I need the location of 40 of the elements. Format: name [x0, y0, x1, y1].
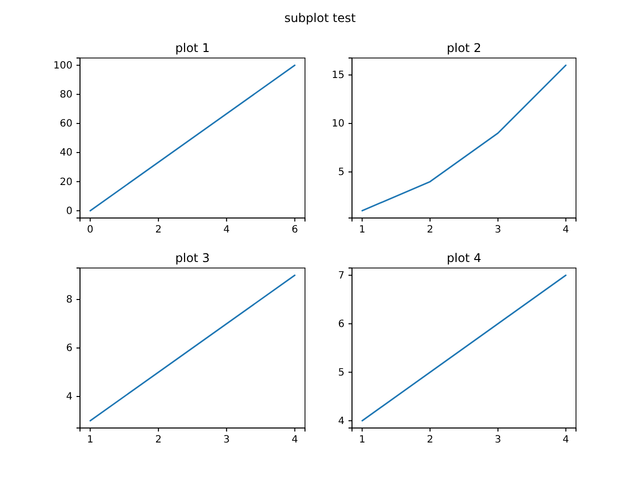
x-tick-label: 3 [223, 434, 230, 446]
y-tick-label: 100 [53, 60, 72, 72]
chart-title: plot 3 [175, 251, 210, 265]
y-tick-label: 0 [66, 206, 72, 217]
x-tick-label: 4 [562, 224, 570, 236]
x-tick-label: 1 [358, 434, 366, 446]
x-tick-label: 2 [155, 434, 162, 446]
y-tick-label: 80 [60, 90, 72, 101]
y-tick-label: 60 [60, 118, 72, 130]
y-tick-label: 4 [338, 416, 344, 427]
y-tick-label: 4 [66, 392, 72, 403]
y-tick-label: 8 [66, 294, 72, 306]
line-series [89, 274, 296, 422]
x-tick-label: 1 [358, 224, 366, 236]
x-tick-label: 4 [223, 224, 230, 236]
y-tick-label: 6 [66, 343, 72, 354]
y-tick-label: 7 [338, 270, 344, 282]
y-tick-label: 10 [332, 118, 344, 130]
x-tick-label: 0 [87, 224, 94, 236]
x-tick-label: 3 [494, 224, 502, 236]
chart-title: plot 1 [175, 41, 210, 55]
text: subplot test [284, 11, 356, 25]
y-tick-label: 5 [338, 367, 344, 378]
y-tick-label: 40 [60, 148, 72, 159]
x-tick-label: 4 [292, 434, 298, 446]
y-tick-label: 20 [60, 176, 72, 188]
x-tick-label: 1 [87, 434, 94, 446]
chart-title: plot 2 [446, 41, 482, 55]
x-tick-label: 3 [494, 434, 502, 446]
x-tick-label: 2 [155, 224, 162, 236]
x-tick-label: 6 [292, 224, 298, 236]
x-tick-label: 2 [426, 224, 434, 236]
x-tick-label: 2 [426, 434, 434, 446]
line-series [361, 274, 567, 422]
line-series [361, 64, 567, 212]
y-tick-label: 15 [332, 70, 344, 82]
chart-title: plot 4 [446, 251, 482, 265]
y-tick-label: 6 [338, 318, 344, 330]
y-tick-label: 5 [338, 167, 344, 178]
x-tick-label: 4 [562, 434, 570, 446]
